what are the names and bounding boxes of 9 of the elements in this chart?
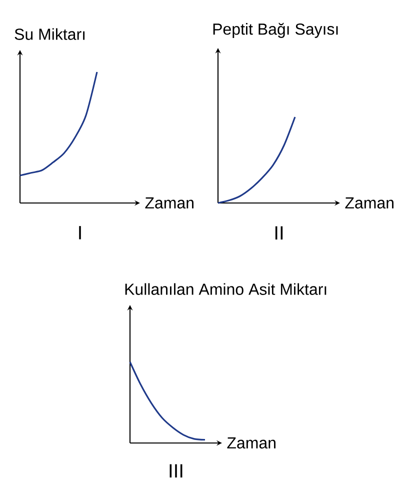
y-axis-title: Su Miktarı bbox=[14, 28, 85, 40]
text: II bbox=[275, 226, 283, 240]
x-axis-title: Zaman bbox=[145, 197, 194, 209]
x-axis-title: Zaman bbox=[345, 197, 394, 209]
y-axis-title: Kullanılan Amino Asit Miktarı bbox=[125, 283, 326, 295]
text: III bbox=[170, 464, 182, 478]
text: I bbox=[79, 226, 81, 240]
y-axis-title: Peptit Bağı Sayısı bbox=[213, 22, 338, 38]
x-axis-title: Zaman bbox=[227, 437, 276, 449]
